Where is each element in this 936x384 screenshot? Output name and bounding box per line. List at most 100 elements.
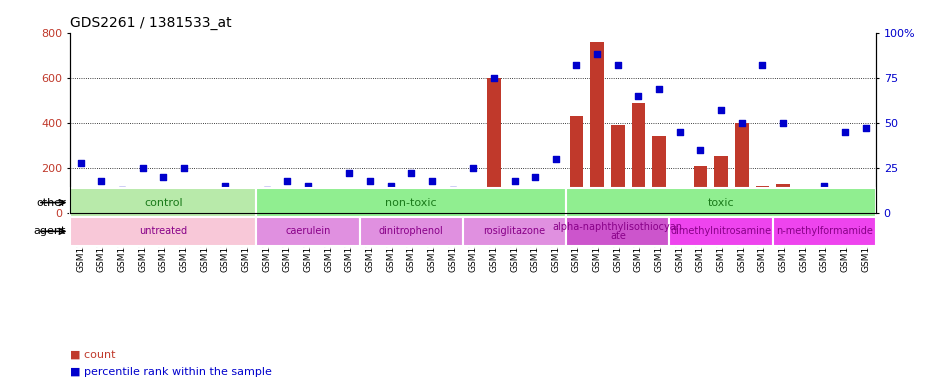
Bar — [256, 217, 359, 246]
Bar — [95, 208, 108, 213]
Point — [197, 189, 212, 195]
Point — [424, 177, 439, 184]
Point — [94, 177, 109, 184]
Bar — [300, 207, 314, 213]
Point — [362, 177, 377, 184]
Bar — [610, 125, 624, 213]
Bar — [363, 206, 376, 213]
Bar — [156, 207, 169, 213]
Text: alpha-naphthylisothiocyan
ate: alpha-naphthylisothiocyan ate — [552, 222, 682, 241]
Bar — [136, 206, 149, 213]
Bar — [462, 217, 565, 246]
Bar — [425, 206, 438, 213]
Point — [238, 189, 253, 195]
Bar — [70, 217, 256, 246]
Bar — [838, 199, 851, 213]
Text: ■ percentile rank within the sample: ■ percentile rank within the sample — [70, 367, 271, 377]
Point — [630, 93, 645, 99]
Bar — [858, 193, 871, 213]
Text: non-toxic: non-toxic — [385, 197, 436, 208]
Bar — [590, 42, 603, 213]
Bar — [565, 217, 668, 246]
Point — [300, 183, 315, 189]
Bar — [259, 206, 273, 213]
Bar — [797, 201, 810, 213]
Point — [280, 177, 295, 184]
Point — [775, 120, 790, 126]
Bar — [631, 103, 645, 213]
Point — [609, 62, 624, 68]
Point — [445, 187, 460, 193]
Text: agent: agent — [34, 226, 66, 237]
Point — [651, 86, 665, 92]
Point — [713, 107, 728, 113]
Point — [734, 120, 749, 126]
Bar — [177, 207, 190, 213]
Bar — [218, 207, 232, 213]
Bar — [755, 186, 768, 213]
Point — [837, 129, 852, 135]
Text: control: control — [144, 197, 183, 208]
Bar — [565, 188, 875, 217]
Point — [568, 62, 583, 68]
Bar — [115, 207, 128, 213]
Bar — [446, 207, 459, 213]
Bar — [651, 136, 665, 213]
Point — [527, 174, 542, 180]
Point — [155, 174, 170, 180]
Point — [73, 159, 88, 166]
Text: other: other — [37, 197, 66, 208]
Text: ■ count: ■ count — [70, 349, 116, 360]
Bar — [74, 207, 87, 213]
Text: untreated: untreated — [139, 226, 187, 237]
Point — [589, 51, 604, 57]
Point — [796, 189, 811, 195]
Point — [506, 177, 521, 184]
Point — [486, 74, 501, 81]
Text: dinitrophenol: dinitrophenol — [378, 226, 443, 237]
Point — [672, 129, 687, 135]
Point — [258, 187, 273, 193]
Text: dimethylnitrosamine: dimethylnitrosamine — [670, 226, 771, 237]
Bar — [487, 78, 500, 213]
Text: caerulein: caerulein — [285, 226, 330, 237]
Bar — [70, 188, 256, 217]
Text: toxic: toxic — [707, 197, 734, 208]
Point — [857, 125, 872, 131]
Bar — [569, 116, 582, 213]
Point — [383, 183, 398, 189]
Bar — [404, 207, 417, 213]
Point — [342, 170, 357, 177]
Bar — [466, 207, 479, 213]
Point — [693, 147, 708, 153]
Bar — [776, 184, 789, 213]
Bar — [280, 207, 294, 213]
Text: GDS2261 / 1381533_at: GDS2261 / 1381533_at — [70, 16, 231, 30]
Text: rosiglitazone: rosiglitazone — [483, 226, 545, 237]
Bar — [256, 188, 565, 217]
Point — [465, 165, 480, 171]
Point — [548, 156, 563, 162]
Bar — [734, 123, 748, 213]
Bar — [668, 217, 772, 246]
Bar — [507, 207, 520, 213]
Point — [114, 187, 129, 193]
Bar — [693, 166, 707, 213]
Bar — [359, 217, 462, 246]
Bar — [321, 207, 335, 213]
Point — [217, 183, 232, 189]
Bar — [197, 207, 211, 213]
Point — [403, 170, 418, 177]
Bar — [528, 207, 541, 213]
Point — [816, 183, 831, 189]
Point — [135, 165, 150, 171]
Bar — [384, 207, 397, 213]
Bar — [239, 208, 253, 213]
Point — [321, 192, 336, 198]
Point — [754, 62, 769, 68]
Bar — [672, 194, 686, 213]
Bar — [772, 217, 875, 246]
Text: n-methylformamide: n-methylformamide — [775, 226, 872, 237]
Point — [176, 165, 191, 171]
Bar — [713, 156, 727, 213]
